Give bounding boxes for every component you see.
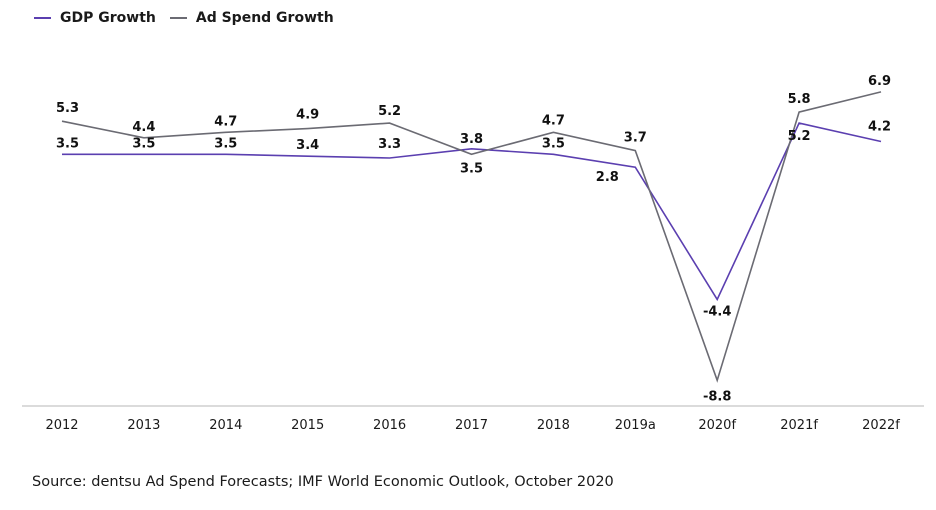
data-label-gdp-growth: 3.4 [296, 138, 319, 153]
legend-item-gdp-growth: GDP Growth [34, 10, 156, 26]
x-tick-label: 2014 [209, 418, 242, 433]
legend: GDP Growth Ad Spend Growth [34, 10, 348, 26]
x-tick-label: 2020f [698, 418, 736, 433]
legend-swatch-gdp [34, 17, 51, 19]
x-tick-label: 2015 [291, 418, 324, 433]
x-tick-label: 2019a [615, 418, 656, 433]
data-label-ad-spend-growth: 4.7 [542, 113, 565, 128]
data-label-ad-spend-growth: 5.2 [378, 104, 401, 119]
data-label-gdp-growth: 3.5 [214, 136, 237, 151]
x-tick-label: 2022f [862, 418, 900, 433]
data-label-ad-spend-growth: 3.5 [460, 161, 483, 176]
legend-item-ad-spend-growth: Ad Spend Growth [169, 10, 334, 26]
legend-swatch-ad-spend [169, 17, 187, 19]
data-label-gdp-growth: 3.5 [56, 136, 79, 151]
data-label-ad-spend-growth: 5.8 [788, 92, 811, 107]
x-tick-label: 2016 [373, 418, 406, 433]
x-tick-label: 2018 [537, 418, 570, 433]
data-label-gdp-growth: 3.5 [132, 136, 155, 151]
data-label-gdp-growth: 5.2 [788, 129, 811, 144]
legend-label-gdp: GDP Growth [60, 10, 156, 26]
x-tick-label: 2013 [127, 418, 160, 433]
data-label-ad-spend-growth: 3.7 [624, 131, 647, 146]
data-label-ad-spend-growth: 4.7 [214, 114, 237, 129]
legend-label-ad-spend: Ad Spend Growth [195, 10, 334, 26]
data-label-ad-spend-growth: 4.4 [132, 120, 155, 135]
data-label-gdp-growth: -4.4 [703, 304, 731, 319]
series-line-gdp-growth [62, 122, 882, 302]
x-tick-label: 2017 [455, 418, 488, 433]
x-tick-label: 2012 [45, 418, 78, 433]
data-label-gdp-growth: 3.8 [460, 132, 483, 147]
series-line-ad-spend-growth [61, 91, 882, 383]
data-label-gdp-growth: 3.3 [378, 137, 401, 152]
data-label-gdp-growth: 4.2 [868, 119, 891, 134]
data-label-ad-spend-growth: 4.9 [296, 108, 319, 123]
data-label-ad-spend-growth: 6.9 [868, 74, 891, 89]
data-label-gdp-growth: 2.8 [596, 170, 619, 185]
source-note: Source: dentsu Ad Spend Forecasts; IMF W… [32, 474, 614, 490]
x-tick-label: 2021f [780, 418, 818, 433]
data-label-gdp-growth: 3.5 [542, 136, 565, 151]
data-label-ad-spend-growth: 5.3 [56, 101, 79, 116]
data-label-ad-spend-growth: -8.8 [703, 389, 731, 404]
